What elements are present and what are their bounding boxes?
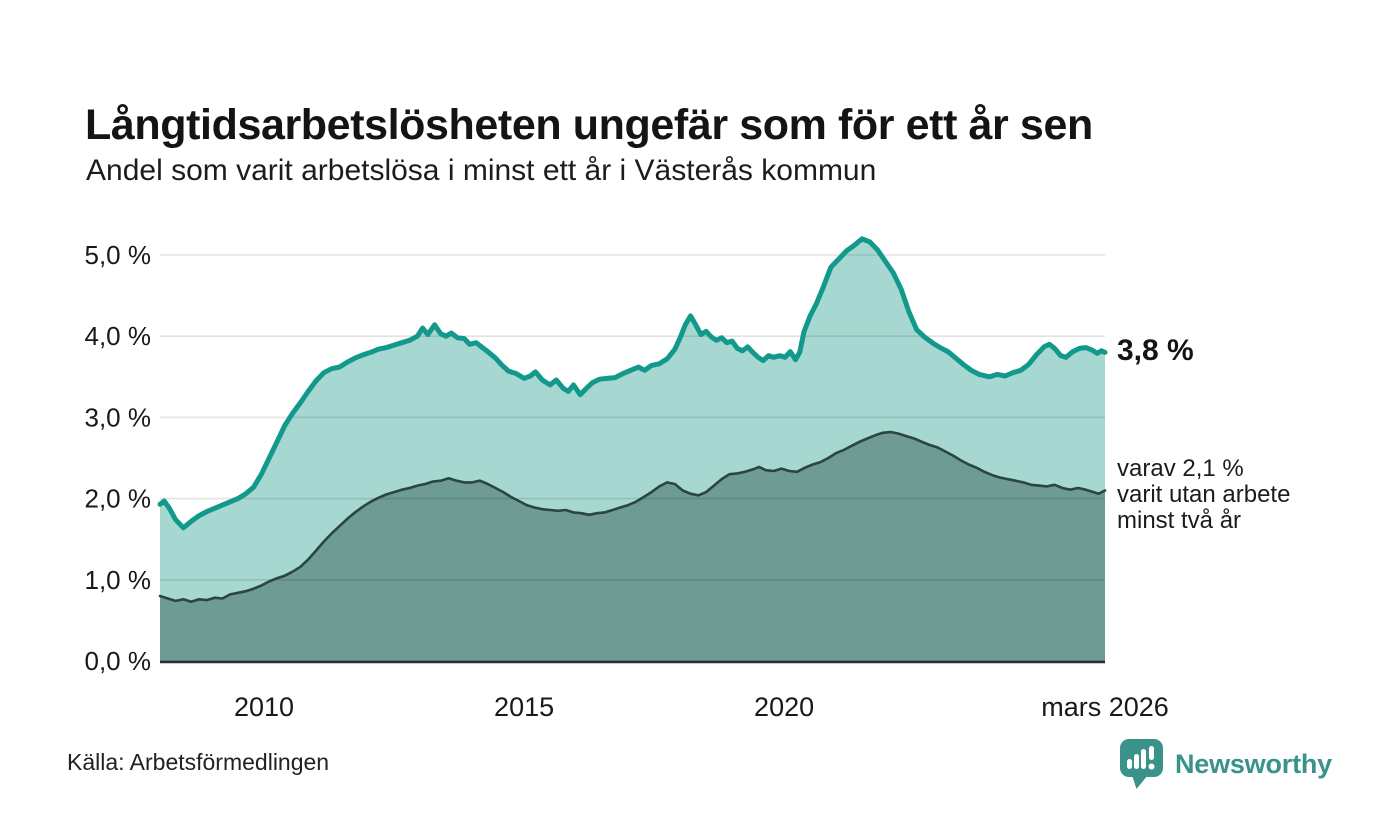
- y-tick-label: 0,0 %: [85, 646, 152, 676]
- series-area-1: [160, 432, 1105, 661]
- series-end-value-label: 3,8 %: [1117, 334, 1194, 367]
- y-tick-label: 1,0 %: [85, 565, 152, 595]
- source-credit: Källa: Arbetsförmedlingen: [67, 749, 330, 775]
- brand-name: Newsworthy: [1174, 748, 1332, 779]
- series-line-0: [157, 236, 1108, 531]
- bar-chart-glyph: [1126, 746, 1155, 770]
- page-title: Långtidsarbetslösheten ungefär som för e…: [85, 100, 1093, 149]
- x-tick-label: 2020: [754, 692, 814, 722]
- annotation-line: varav 2,1 %: [1117, 455, 1244, 482]
- annotation-line: varit utan arbete: [1117, 481, 1291, 508]
- newsworthy-logo-icon: [1119, 739, 1163, 789]
- y-tick-label: 2,0 %: [85, 484, 152, 514]
- y-tick-label: 3,0 %: [85, 402, 152, 432]
- x-tick-label: 2010: [234, 692, 294, 722]
- x-tick-label: mars 2026: [1041, 692, 1169, 722]
- y-tick-label: 4,0 %: [85, 321, 152, 351]
- secondary-series-annotation: varav 2,1 % varit utan arbete minst två …: [1117, 456, 1290, 534]
- page-subtitle: Andel som varit arbetslösa i minst ett å…: [86, 154, 877, 187]
- y-tick-label: 5,0 %: [85, 240, 152, 270]
- x-tick-label: 2015: [494, 692, 554, 722]
- annotation-line: minst två år: [1117, 507, 1242, 534]
- newsworthy-brand: Newsworthy: [1119, 737, 1332, 791]
- series-line-1: [158, 430, 1107, 603]
